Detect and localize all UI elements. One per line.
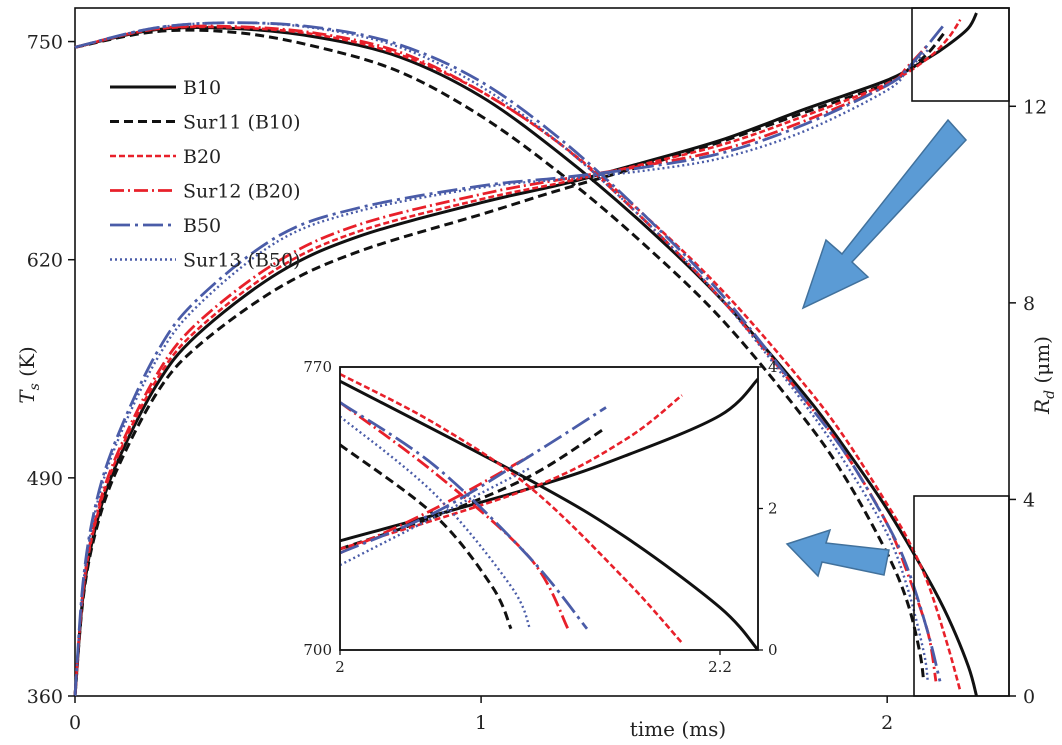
legend-label-b20: B20 (183, 146, 221, 168)
inset-y-right-tick-label: 2 (768, 500, 778, 518)
inset-y-right-tick-label: 0 (768, 641, 778, 659)
inset-y-left-tick-label: 700 (303, 641, 332, 659)
inset-series-sur12-b20-ts-line (340, 454, 531, 555)
y-left-tick-label: 360 (27, 686, 63, 708)
inset-background (339, 366, 759, 651)
y-right-tick-label: 12 (1023, 96, 1047, 118)
series-sur12-b20-ts-line (73, 43, 929, 697)
main-series-group (73, 12, 978, 697)
y-left-tick-label: 490 (27, 468, 63, 490)
inset-series-b10-rd-line (340, 379, 758, 650)
inset-y-left-tick-label: 770 (303, 358, 332, 376)
series-b10-rd-line (74, 25, 978, 697)
series-b50-ts-line (73, 23, 946, 697)
legend-label-sur11-b10: Sur11 (B10) (183, 112, 301, 134)
x-tick-label: 0 (69, 712, 81, 734)
inset-axes-group: 2 2.2 700 770 0 2 4 (303, 358, 777, 676)
zoom-arrow-bottom (785, 528, 890, 578)
inset-series-sur11-b10-rd-line (340, 443, 513, 630)
y-axis-left-title: Ts (K) (15, 346, 43, 403)
inset-series-sur13-b50-rd-line (340, 415, 532, 630)
inset-series-b50-ts-line (340, 406, 607, 555)
x-tick-label: 2 (881, 712, 893, 734)
inset-series-group (340, 372, 758, 650)
inset-series-b20-rd-line (340, 372, 683, 644)
legend-label-sur13-b50: Sur13 (B50) (183, 250, 301, 272)
inset-x-tick-label: 2.2 (708, 658, 732, 676)
y-right-tick-label: 4 (1023, 489, 1035, 511)
inset-frame (339, 366, 759, 651)
series-sur11-b10-rd-line (74, 28, 926, 682)
legend-label-b50: B50 (183, 215, 221, 237)
y-left-tick-label: 750 (27, 32, 63, 54)
y-right-tick-label: 0 (1023, 686, 1035, 708)
plot-frame (74, 7, 1010, 697)
inset-series-b20-ts-line (340, 394, 683, 551)
legend-label-sur12-b20: Sur12 (B20) (183, 181, 301, 203)
y-axis-right-title: Rd (μm) (1030, 336, 1058, 415)
zoom-box-top (911, 7, 1010, 102)
zoom-box-bottom (913, 495, 1010, 697)
inset-y-right-tick-label: 4 (768, 358, 778, 376)
x-tick-label: 1 (475, 712, 487, 734)
x-axis-title: time (ms) (630, 717, 726, 741)
inset-series-sur13-b50-ts-line (340, 467, 531, 567)
legend-label-b10: B10 (183, 77, 221, 99)
series-sur13-b50-rd-line (74, 21, 929, 682)
series-b50-rd-line (74, 21, 942, 682)
y-right-tick-label: 8 (1023, 293, 1035, 315)
zoom-arrow-top (801, 118, 968, 310)
inset-series-b50-rd-line (340, 401, 589, 630)
inset-series-sur12-b20-rd-line (340, 401, 570, 630)
y-left-tick-label: 620 (27, 250, 63, 272)
legend: B10 Sur11 (B10) B20 Sur12 (B20) B50 Sur13 (B5… (110, 77, 301, 272)
inset-x-tick-label: 2 (335, 658, 345, 676)
